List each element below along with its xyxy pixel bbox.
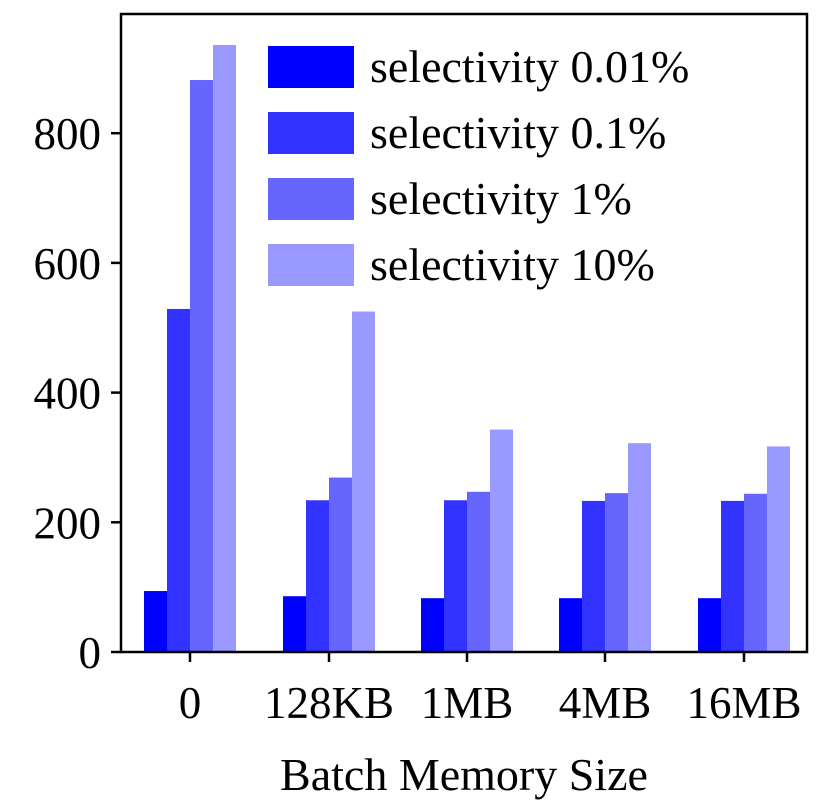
legend-swatch [268, 178, 354, 220]
legend-label: selectivity 1% [370, 173, 632, 224]
y-tick-label: 0 [79, 628, 102, 678]
y-tick-label: 600 [34, 239, 102, 289]
bar-0-series-4 [213, 45, 236, 652]
legend-swatch [268, 46, 354, 88]
legend-label: selectivity 10% [370, 239, 655, 290]
bar-4mb-series-1 [559, 598, 582, 652]
bar-4mb-series-2 [582, 500, 605, 652]
bar-128kb-series-4 [352, 311, 375, 652]
bar-1mb-series-2 [444, 500, 467, 652]
y-tick-label: 200 [34, 498, 102, 548]
x-tick-label: 16MB [686, 678, 801, 728]
legend-swatch [268, 244, 354, 286]
x-tick-label: 4MB [559, 678, 652, 728]
bars-layer [144, 45, 790, 652]
bar-128kb-series-3 [329, 477, 352, 652]
legend-swatch [268, 112, 354, 154]
legend: selectivity 0.01% selectivity 0.1% selecti… [268, 41, 689, 290]
x-tick-label: 1MB [421, 678, 514, 728]
bar-1mb-series-4 [490, 429, 513, 652]
y-tick-label: 400 [34, 369, 102, 419]
legend-label: selectivity 0.01% [370, 41, 689, 92]
bar-128kb-series-1 [283, 596, 306, 652]
y-axis: 0 200 400 600 800 [34, 109, 121, 678]
legend-label: selectivity 0.1% [370, 107, 666, 158]
bar-0-series-1 [144, 591, 167, 652]
bar-16mb-series-4 [767, 446, 790, 652]
bar-1mb-series-3 [467, 491, 490, 652]
x-axis: 0 128KB 1MB 4MB 16MB [179, 652, 802, 728]
y-tick-label: 800 [34, 109, 102, 159]
bar-1mb-series-1 [421, 598, 444, 652]
x-tick-label: 0 [179, 678, 202, 728]
bar-0-series-2 [167, 308, 190, 652]
x-axis-title: Batch Memory Size [280, 749, 648, 800]
bar-4mb-series-4 [628, 443, 651, 652]
plot-frame [119, 12, 809, 654]
bar-0-series-3 [190, 80, 213, 652]
bar-4mb-series-3 [605, 493, 628, 652]
x-tick-label: 128KB [264, 678, 394, 728]
bar-16mb-series-1 [698, 598, 721, 652]
bar-128kb-series-2 [306, 500, 329, 652]
bar-16mb-series-3 [744, 493, 767, 652]
bar-16mb-series-2 [721, 500, 744, 652]
